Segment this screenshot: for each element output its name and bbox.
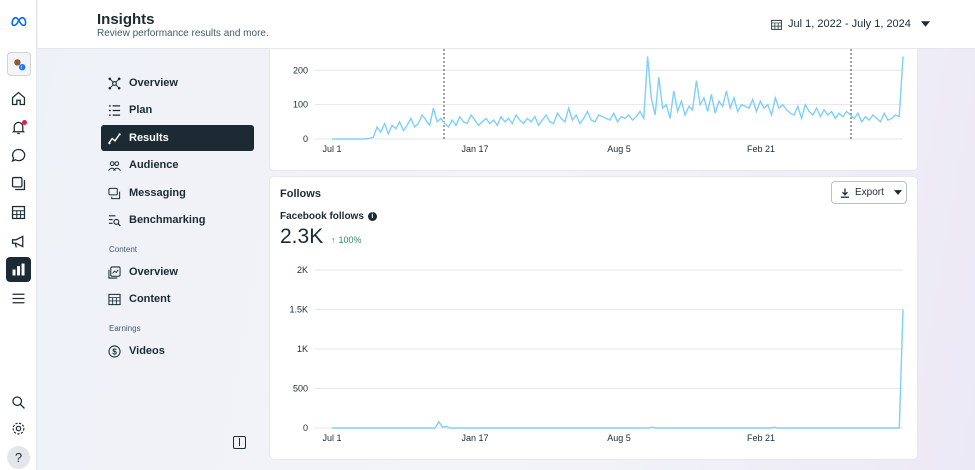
follows-change: ↑ 100% [331,235,362,245]
x-tick-label: Jul 1 [322,433,341,443]
insights-icon[interactable] [6,257,31,282]
facebook-follows-label: Facebook follows i [280,211,377,222]
download-icon [841,188,849,198]
results-icon [108,132,121,144]
planner-icon[interactable] [6,200,31,225]
date-range-label: Jul 1, 2022 - July 1, 2024 [788,18,911,30]
results-line-chart: 0 100 200 Jul 1 Jan 17 Aug 5 Feb 21 [293,49,904,154]
notifications-icon[interactable] [6,115,31,140]
y-tick-label: 0 [303,134,308,144]
follows-title: Follows [280,188,321,200]
search-icon[interactable] [6,390,31,415]
nav-item-videos[interactable]: $ Videos [101,338,254,364]
content-icon[interactable] [6,171,31,196]
export-button[interactable]: Export [831,181,907,204]
x-tick-label: Feb 21 [747,433,775,443]
overview-icon [108,77,121,89]
caret-down-icon [893,190,902,195]
metric-label-text: Facebook follows [280,211,364,222]
y-tick-label: 100 [293,100,308,110]
y-tick-label: 200 [293,65,308,75]
page-avatar[interactable]: f [7,52,31,76]
page-subtitle: Review performance results and more. [97,28,269,39]
x-tick-label: Aug 5 [607,144,631,154]
svg-text:$: $ [112,346,117,356]
date-range-picker[interactable]: Jul 1, 2022 - July 1, 2024 [771,18,930,30]
nav-item-label: Plan [129,104,153,116]
nav-item-audience[interactable]: Audience [101,152,254,178]
follows-line-chart: 0 500 1K 1.5K 2K Jul 1 Jan 17 Aug 5 Feb 21 [289,265,904,443]
nav-item-label: Messaging [129,187,186,199]
nav-section-content: Content [109,245,138,254]
caret-down-icon [920,21,930,27]
y-tick-label: 0 [303,423,308,433]
series-line [332,309,904,429]
x-tick-label: Feb 21 [747,144,775,154]
nav-item-label: Results [129,132,169,144]
nav-item-content-overview[interactable]: Overview [101,259,254,285]
page-title: Insights [97,11,155,28]
benchmarking-icon [108,214,121,226]
nav-item-label: Content [129,293,171,305]
nav-item-results[interactable]: Results [101,125,254,151]
nav-item-label: Audience [129,159,179,171]
follows-card: Follows Export Facebook follows i 2.3K ↑… [270,177,917,459]
y-tick-label: 1.5K [289,305,308,315]
info-icon[interactable]: i [367,212,377,221]
y-tick-label: 1K [297,344,308,354]
nav-item-label: Benchmarking [129,214,206,226]
calendar-icon [771,19,782,30]
y-tick-label: 500 [293,384,308,394]
nav-item-content[interactable]: Content [101,286,254,312]
x-tick-label: Jan 17 [461,144,488,154]
left-rail: f ? [0,0,37,470]
follows-change-value: 100% [338,235,362,245]
page-header: Insights Review performance results and … [38,0,975,49]
x-tick-label: Jul 1 [322,144,341,154]
audience-icon [108,160,121,171]
meta-icon[interactable] [6,8,31,33]
help-icon[interactable]: ? [7,446,30,469]
series-line [332,56,904,140]
svg-text:f: f [21,65,23,71]
nav-item-label: Overview [129,266,178,278]
x-tick-label: Jan 17 [461,433,488,443]
results-chart-card: 0 100 200 Jul 1 Jan 17 Aug 5 Feb 21 [270,49,917,170]
home-icon[interactable] [6,86,31,111]
messages-icon[interactable] [6,143,31,168]
dollar-icon: $ [108,344,121,358]
menu-icon[interactable] [6,286,31,311]
arrow-up-icon: ↑ [331,235,336,245]
nav-item-label: Videos [129,345,165,357]
collapse-sidebar-icon[interactable] [233,436,246,449]
nav-section-earnings: Earnings [109,324,141,333]
settings-icon[interactable] [6,416,31,441]
messaging-icon [108,187,121,199]
content-table-icon [108,293,121,305]
y-tick-label: 2K [297,265,308,275]
nav-item-plan[interactable]: Plan [101,97,254,123]
export-label: Export [855,187,884,198]
nav-item-benchmarking[interactable]: Benchmarking [101,207,254,233]
follows-total: 2.3K [280,225,324,248]
x-tick-label: Aug 5 [607,433,631,443]
nav-item-messaging[interactable]: Messaging [101,180,254,206]
nav-item-label: Overview [129,77,178,89]
content-overview-icon [108,265,121,279]
ads-icon[interactable] [6,229,31,254]
nav-item-overview[interactable]: Overview [101,70,254,96]
notification-dot [22,120,27,125]
plan-icon [108,104,121,116]
